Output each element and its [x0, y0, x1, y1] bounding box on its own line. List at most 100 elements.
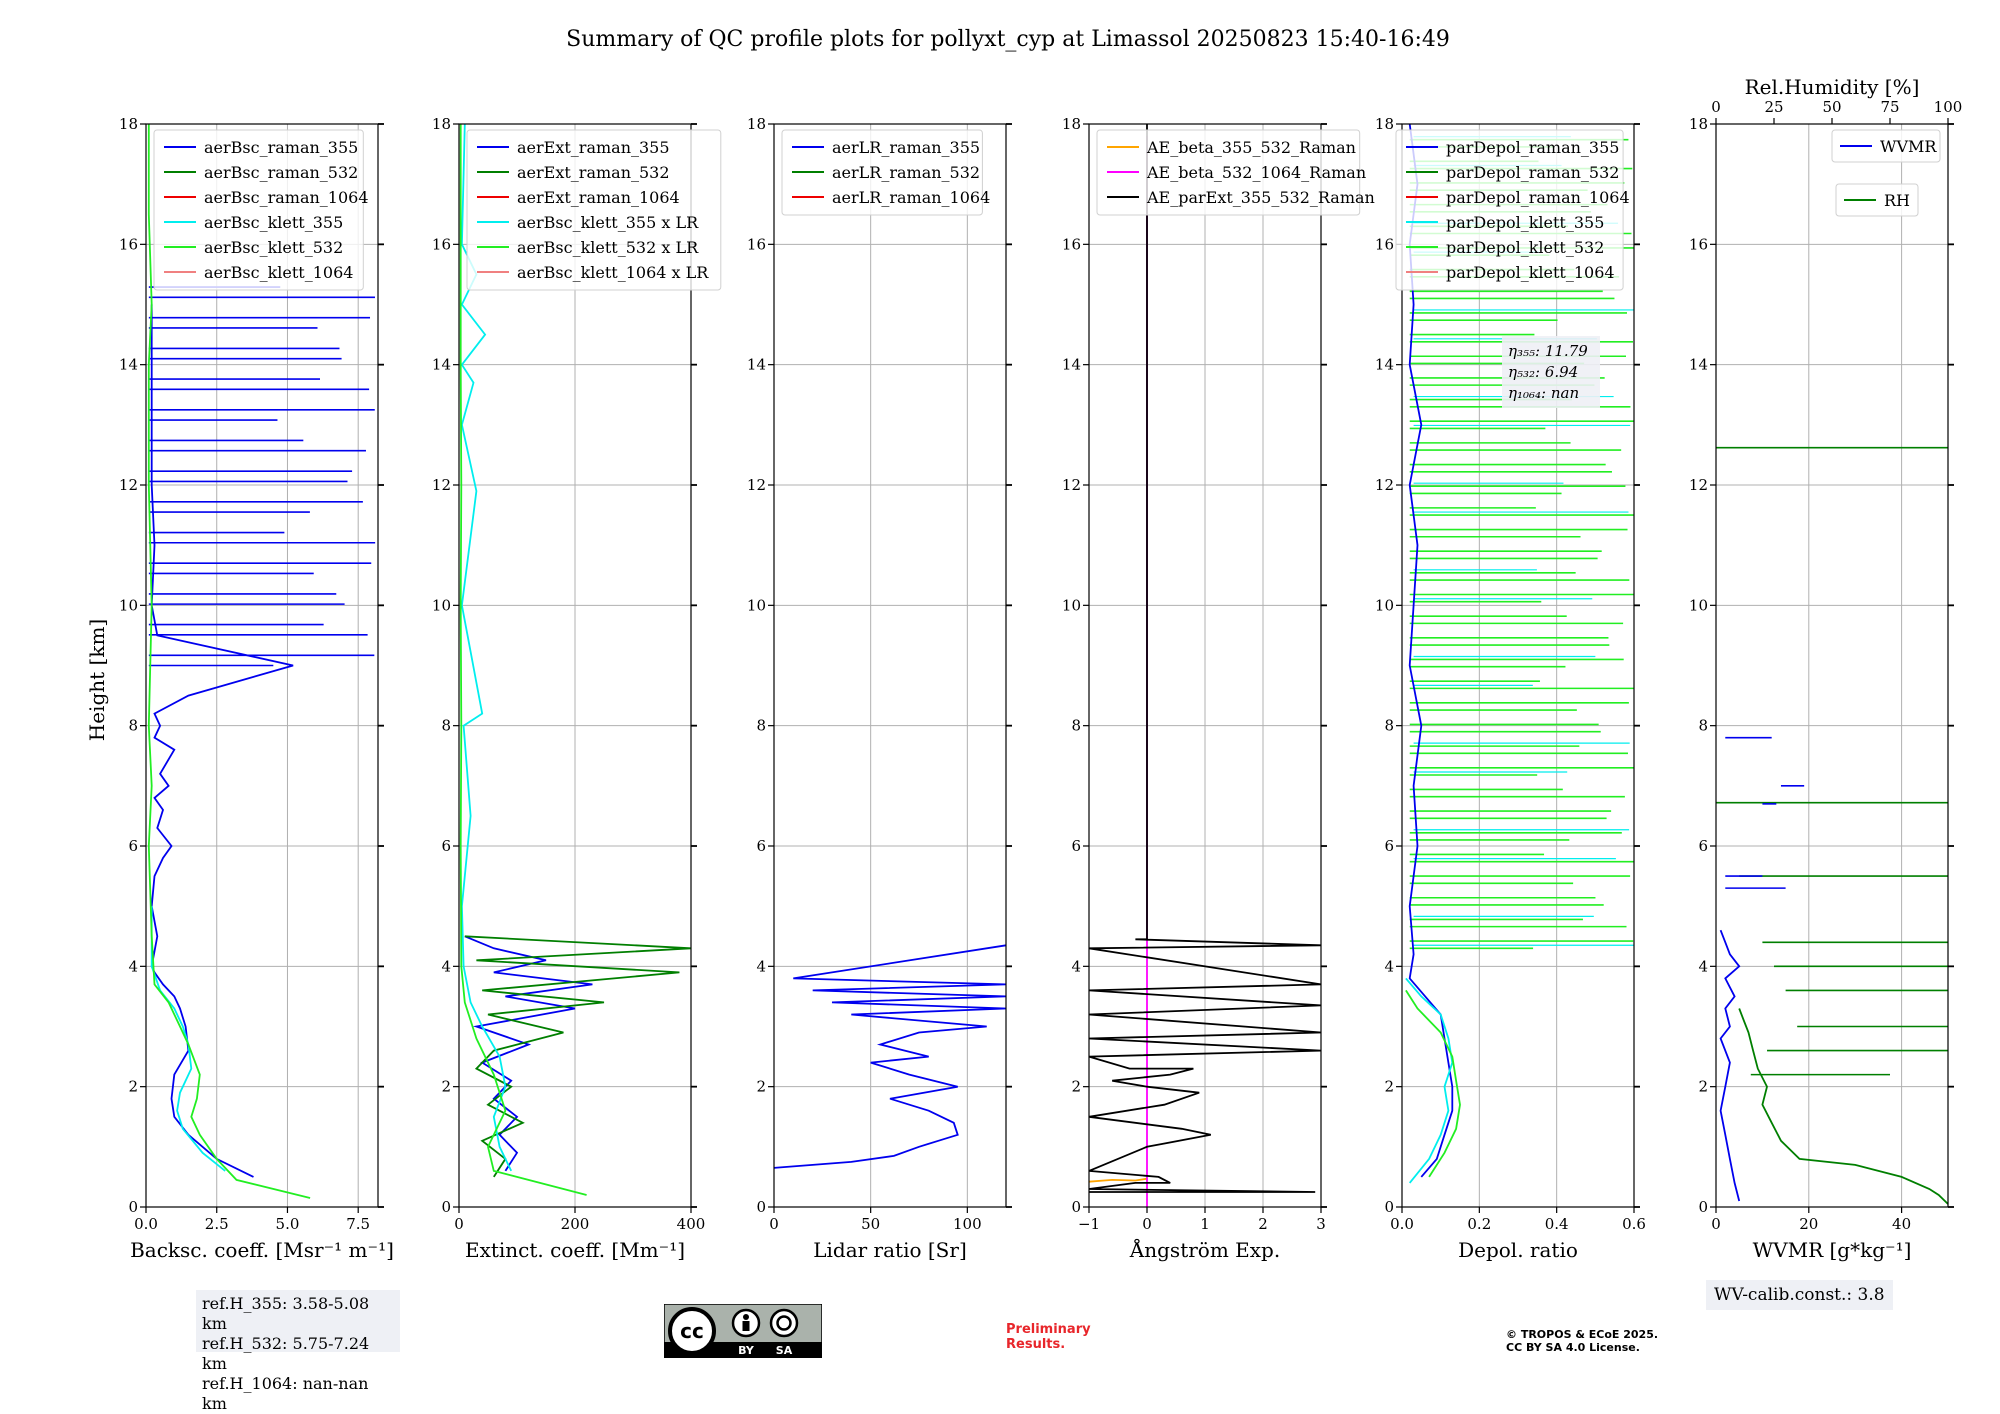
- x-axis-label: Ångström Exp.: [1129, 1237, 1280, 1262]
- legend-label: parDepol_klett_532: [1446, 238, 1604, 257]
- y-tick-label: 18: [1062, 115, 1081, 133]
- y-tick-label: 4: [1698, 957, 1708, 975]
- y-tick-label: 16: [432, 235, 451, 253]
- x-tick-label: 0.0: [1390, 1215, 1414, 1233]
- legend-label: parDepol_klett_355: [1446, 213, 1604, 232]
- legend-label: aerBsc_klett_355: [204, 213, 343, 232]
- legend-label: parDepol_raman_1064: [1446, 188, 1630, 207]
- legend-label: aerBsc_klett_532 x LR: [517, 238, 699, 257]
- x-axis-label: Extinct. coeff. [Mm⁻¹]: [465, 1238, 685, 1262]
- y-tick-label: 16: [1689, 235, 1708, 253]
- cc-by-sa-badge: cc BY SA: [664, 1304, 822, 1358]
- y-axis-label: Height [km]: [85, 619, 109, 741]
- y-tick-label: 8: [1071, 717, 1081, 735]
- series-line-rh: [1738, 1008, 1949, 1205]
- y-tick-label: 2: [1071, 1078, 1081, 1096]
- figure: Summary of QC profile plots for pollyxt_…: [85, 27, 1963, 1262]
- legend-label: AE_parExt_355_532_Raman: [1146, 188, 1375, 207]
- wv-calibration-constant: WV-calib.const.: 3.8: [1706, 1280, 1893, 1310]
- legend-label: aerExt_raman_1064: [517, 188, 680, 207]
- svg-text:cc: cc: [680, 1319, 704, 1343]
- y-tick-label: 4: [756, 957, 766, 975]
- y-tick-label: 4: [1071, 957, 1081, 975]
- legend-label: parDepol_klett_1064: [1446, 263, 1615, 282]
- series-line-aerbsc-klett-532: [147, 124, 311, 1199]
- x-tick-label: 0.2: [1467, 1215, 1491, 1233]
- y-tick-label: 0: [128, 1198, 138, 1216]
- x-tick-label: −1: [1078, 1215, 1100, 1233]
- x-tick-label: 5.0: [276, 1215, 300, 1233]
- figure-title: Summary of QC profile plots for pollyxt_…: [566, 27, 1450, 52]
- y-tick-label: 14: [1375, 356, 1394, 374]
- y-tick-label: 6: [128, 837, 138, 855]
- y-tick-label: 6: [1071, 837, 1081, 855]
- y-tick-label: 18: [747, 115, 766, 133]
- y-tick-label: 16: [747, 235, 766, 253]
- x-tick-label: 0: [769, 1215, 779, 1233]
- top-x-tick-label: 75: [1880, 98, 1899, 116]
- legend-box: [153, 129, 364, 291]
- svg-text:SA: SA: [776, 1344, 793, 1357]
- legend-label: aerLR_raman_1064: [832, 188, 990, 207]
- y-tick-label: 2: [128, 1078, 138, 1096]
- y-tick-label: 0: [1384, 1198, 1394, 1216]
- top-x-tick-label: 100: [1934, 98, 1963, 116]
- y-tick-label: 2: [441, 1078, 451, 1096]
- axes-frame: [773, 123, 1007, 1208]
- top-x-axis-label: Rel.Humidity [%]: [1745, 75, 1920, 99]
- legend-label: RH: [1884, 191, 1910, 210]
- y-tick-label: 0: [441, 1198, 451, 1216]
- legend-label: aerLR_raman_355: [832, 138, 980, 157]
- legend-box: [1096, 129, 1361, 216]
- y-tick-label: 6: [441, 837, 451, 855]
- y-tick-label: 8: [1384, 717, 1394, 735]
- legend-label: aerBsc_klett_1064 x LR: [517, 263, 709, 282]
- y-tick-label: 6: [1698, 837, 1708, 855]
- preliminary-results-note: Preliminary Results.: [1006, 1322, 1091, 1352]
- x-tick-label: 0: [1711, 1215, 1721, 1233]
- y-tick-label: 18: [119, 115, 138, 133]
- x-tick-label: 3: [1316, 1215, 1326, 1233]
- legend-label: aerBsc_klett_1064: [204, 263, 353, 282]
- y-tick-label: 16: [1062, 235, 1081, 253]
- series-line-aerext-raman-532: [464, 935, 692, 1178]
- axes-frame: [1401, 123, 1635, 1208]
- y-tick-label: 14: [1689, 356, 1708, 374]
- copyright-note: © TROPOS & ECoE 2025. CC BY SA 4.0 Licen…: [1506, 1328, 1659, 1354]
- legend-box: [1395, 129, 1624, 291]
- ref-height-355: ref.H_355: 3.58-5.08 km: [202, 1294, 370, 1333]
- x-tick-label: 400: [677, 1215, 706, 1233]
- series-line-pardepol-raman-355: [1408, 123, 1454, 1178]
- legend-label: aerExt_raman_532: [517, 163, 670, 182]
- y-tick-label: 10: [1062, 596, 1081, 614]
- series-line-pardepol-klett-532: [1405, 989, 1461, 1178]
- y-tick-label: 10: [432, 596, 451, 614]
- sa-share-icon: [769, 1308, 799, 1338]
- reference-heights-box: ref.H_355: 3.58-5.08 km ref.H_532: 5.75-…: [196, 1290, 400, 1413]
- y-tick-label: 12: [1689, 476, 1708, 494]
- y-tick-label: 14: [432, 356, 451, 374]
- x-axis-label: Depol. ratio: [1458, 1238, 1578, 1262]
- series-line-ae-beta-355-532-raman: [1088, 1177, 1148, 1183]
- legend-box: [466, 129, 722, 291]
- x-tick-label: 0: [1142, 1215, 1152, 1233]
- panel-bsc: 0 2 4 6 8 10 12 14 16 18 0.0 2.5 5.0 7.5 Backsc. coeff…: [119, 115, 394, 1262]
- series-line-pardepol-klett-355: [1405, 977, 1454, 1184]
- series-line-aerbsc-raman-355: [150, 304, 294, 1178]
- y-tick-label: 8: [128, 717, 138, 735]
- legend-label: aerBsc_raman_532: [204, 163, 358, 182]
- legend-label: WVMR: [1880, 137, 1937, 156]
- x-tick-label: 100: [953, 1215, 982, 1233]
- x-tick-label: 0: [454, 1215, 464, 1233]
- y-tick-label: 16: [119, 235, 138, 253]
- y-tick-label: 10: [1375, 596, 1394, 614]
- y-tick-label: 6: [1384, 837, 1394, 855]
- axes-frame: [145, 123, 379, 1208]
- legend-label: aerBsc_raman_1064: [204, 188, 369, 207]
- y-tick-label: 4: [1384, 957, 1394, 975]
- series-line-wvmr: [1719, 929, 1741, 1202]
- y-tick-label: 2: [1698, 1078, 1708, 1096]
- panel-lr: 0 2 4 6 8 10 12 14 16 18 0 50 100 Lidar ratio [Sr] aer…: [747, 115, 1012, 1262]
- x-tick-label: 2: [1258, 1215, 1268, 1233]
